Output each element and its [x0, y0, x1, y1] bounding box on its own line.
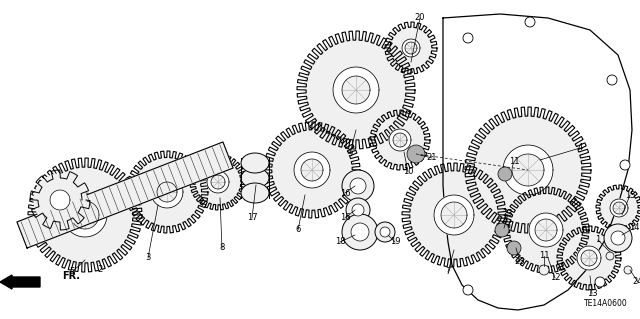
Circle shape [352, 204, 364, 216]
Text: 12: 12 [550, 273, 560, 283]
Text: 8: 8 [220, 243, 225, 253]
Polygon shape [389, 129, 411, 151]
Polygon shape [389, 26, 433, 70]
Text: 19: 19 [390, 238, 400, 247]
Polygon shape [342, 76, 370, 104]
Text: 20: 20 [415, 13, 425, 23]
Polygon shape [599, 188, 639, 228]
Circle shape [595, 277, 605, 287]
Circle shape [606, 252, 614, 260]
Text: 11: 11 [509, 158, 519, 167]
Circle shape [463, 33, 473, 43]
Circle shape [495, 223, 509, 237]
Text: 10: 10 [403, 167, 413, 176]
Circle shape [407, 145, 425, 163]
Text: 4: 4 [577, 144, 582, 152]
Polygon shape [194, 158, 242, 206]
Polygon shape [402, 39, 420, 57]
Polygon shape [508, 192, 584, 268]
Circle shape [624, 266, 632, 274]
Ellipse shape [241, 153, 269, 173]
Circle shape [346, 198, 370, 222]
FancyArrow shape [0, 275, 40, 289]
Text: 16: 16 [340, 213, 350, 222]
Polygon shape [393, 133, 407, 147]
Circle shape [525, 17, 535, 27]
Polygon shape [71, 201, 99, 229]
Polygon shape [613, 202, 625, 214]
Text: 3: 3 [145, 254, 150, 263]
Polygon shape [50, 190, 70, 210]
Polygon shape [441, 202, 467, 228]
Polygon shape [34, 174, 86, 226]
Text: 24: 24 [633, 278, 640, 286]
Circle shape [507, 241, 521, 255]
Polygon shape [151, 176, 183, 208]
Circle shape [604, 224, 632, 252]
Polygon shape [561, 230, 617, 286]
Circle shape [380, 227, 390, 237]
Circle shape [342, 214, 378, 250]
Polygon shape [207, 171, 229, 193]
Polygon shape [610, 199, 628, 217]
Circle shape [611, 231, 625, 245]
Polygon shape [63, 193, 107, 237]
Polygon shape [301, 159, 323, 181]
Polygon shape [211, 175, 225, 189]
Text: 2: 2 [97, 265, 102, 275]
Polygon shape [408, 169, 500, 261]
Polygon shape [503, 145, 553, 195]
Polygon shape [577, 246, 601, 270]
Polygon shape [405, 42, 417, 54]
Polygon shape [294, 152, 330, 188]
Text: 17: 17 [246, 213, 257, 222]
Polygon shape [304, 38, 408, 142]
Polygon shape [529, 213, 563, 247]
Text: 18: 18 [335, 238, 346, 247]
Circle shape [539, 265, 549, 275]
Circle shape [375, 222, 395, 242]
Text: 11: 11 [539, 251, 549, 261]
Text: 23: 23 [502, 210, 513, 219]
Polygon shape [270, 128, 354, 212]
Polygon shape [374, 114, 426, 166]
Text: FR.: FR. [62, 271, 80, 281]
Polygon shape [17, 142, 233, 248]
Ellipse shape [241, 183, 269, 203]
Text: 6: 6 [295, 226, 301, 234]
Circle shape [607, 75, 617, 85]
Polygon shape [333, 67, 379, 113]
Text: 14: 14 [628, 224, 639, 233]
Text: TE14A0600: TE14A0600 [584, 299, 628, 308]
Polygon shape [472, 114, 584, 226]
Polygon shape [581, 250, 597, 266]
Text: 16: 16 [340, 189, 350, 197]
Text: 13: 13 [587, 290, 597, 299]
Circle shape [498, 167, 512, 181]
Circle shape [463, 285, 473, 295]
Text: 9: 9 [348, 149, 353, 158]
Circle shape [351, 223, 369, 241]
Circle shape [342, 170, 374, 202]
Text: 7: 7 [445, 268, 451, 277]
Text: 5: 5 [69, 268, 75, 277]
Polygon shape [512, 154, 544, 186]
Text: 21: 21 [427, 153, 437, 162]
Polygon shape [434, 195, 474, 235]
Text: 23: 23 [515, 257, 525, 266]
Polygon shape [535, 219, 557, 241]
Polygon shape [35, 165, 135, 265]
Polygon shape [157, 182, 177, 202]
Text: 1: 1 [595, 235, 600, 244]
Circle shape [620, 160, 630, 170]
Text: 15: 15 [625, 190, 636, 199]
Ellipse shape [241, 168, 269, 188]
Polygon shape [131, 156, 203, 228]
Circle shape [350, 178, 366, 194]
